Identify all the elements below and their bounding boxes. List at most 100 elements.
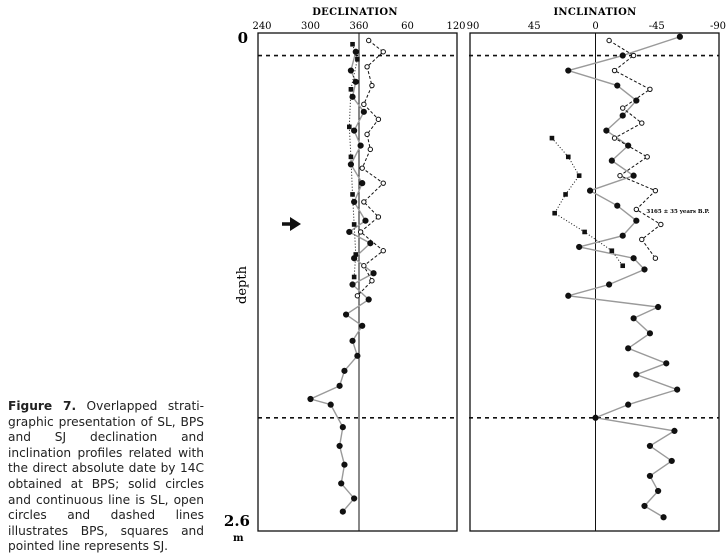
- declination-solid-point: [351, 495, 358, 502]
- inclination-frame: [469, 32, 720, 532]
- declination-tick-labels: 240 300 360 60 120: [252, 21, 465, 32]
- inclination-solid-point: [619, 112, 626, 119]
- declination-tick-label: 240: [252, 21, 271, 32]
- declination-open-point: [361, 101, 367, 108]
- inclination-open-point: [630, 52, 637, 59]
- declination-solid-point: [347, 161, 355, 168]
- declination-solid-point: [359, 322, 366, 329]
- declination-panel: DECLINATION 240 300 360 60 120: [252, 7, 466, 532]
- inclination-depth-markers: [469, 54, 719, 419]
- inclination-open-point: [644, 154, 650, 160]
- depth-tick-top: 0: [238, 29, 248, 47]
- inclination-square-point: [565, 154, 571, 160]
- inclination-tick-labels: 90 45 0 -45 -90: [467, 21, 726, 32]
- inclination-solid-point: [646, 330, 654, 337]
- inclination-solid-point: [676, 33, 683, 40]
- inclination-tick-label: 45: [528, 21, 541, 32]
- inclination-solid-point: [655, 487, 662, 495]
- declination-square-point: [355, 56, 360, 62]
- inclination-series: [549, 33, 683, 521]
- inclination-open-point: [652, 187, 659, 194]
- inclination-series-2-line: [551, 137, 624, 267]
- declination-open-point: [364, 64, 370, 70]
- declination-square-point: [353, 252, 359, 257]
- inclination-solid-point: [674, 386, 681, 393]
- declination-square-point: [348, 154, 354, 160]
- declination-solid-point: [365, 296, 372, 303]
- declination-solid-point: [338, 480, 345, 487]
- inclination-solid-point: [630, 172, 637, 179]
- inclination-solid-point: [646, 472, 654, 480]
- declination-open-point: [359, 165, 365, 171]
- inclination-square-point: [552, 210, 557, 216]
- declination-solid-point: [357, 142, 364, 149]
- inclination-solid-point: [614, 82, 621, 89]
- declination-open-point: [375, 214, 382, 220]
- declination-solid-point: [339, 508, 346, 515]
- caption-label: Figure 7.: [8, 399, 77, 413]
- inclination-solid-point: [603, 127, 610, 134]
- declination-open-point: [361, 199, 367, 205]
- declination-solid-point: [370, 270, 377, 277]
- inclination-solid-point: [565, 292, 572, 299]
- declination-square-point: [351, 222, 357, 227]
- declination-open-point: [364, 131, 370, 138]
- inclination-square-point: [563, 192, 568, 197]
- inclination-open-point: [633, 206, 640, 213]
- declination-title: DECLINATION: [312, 7, 398, 18]
- declination-solid-point: [336, 382, 343, 389]
- inclination-solid-point: [576, 243, 583, 251]
- date-annotation: 3165 ± 35 years B.P.: [646, 209, 709, 215]
- declination-square-point: [347, 124, 352, 130]
- declination-open-point: [361, 263, 367, 269]
- inclination-tick-label: -45: [649, 21, 665, 32]
- declination-tick-label: 360: [349, 21, 368, 32]
- depth-axis-label: depth: [235, 265, 250, 304]
- declination-solid-point: [352, 78, 359, 85]
- inclination-open-point: [647, 86, 653, 93]
- declination-open-point: [375, 116, 382, 123]
- declination-open-point: [357, 229, 364, 235]
- inclination-solid-point: [592, 414, 599, 421]
- declination-tick-label: 120: [446, 21, 465, 32]
- declination-solid-point: [354, 352, 361, 359]
- declination-solid-point: [362, 217, 369, 224]
- depth-axis: 0 2.6 m depth: [224, 29, 250, 544]
- declination-solid-point: [342, 311, 350, 318]
- inclination-solid-point: [663, 360, 670, 367]
- declination-tick-label: 60: [401, 21, 414, 32]
- inclination-square-point: [609, 248, 615, 254]
- inclination-square-point: [576, 173, 582, 178]
- figure-caption: Figure 7. Overlapped strati-graphic pres…: [8, 399, 204, 555]
- declination-solid-point: [360, 108, 367, 115]
- inclination-solid-point: [633, 97, 640, 104]
- inclination-panel: INCLINATION 90 45 0 -45 -90 3165 ± 35 years …: [467, 7, 726, 532]
- inclination-solid-point: [625, 345, 632, 352]
- inclination-tick-label: 0: [592, 21, 598, 32]
- inclination-solid-point: [586, 187, 594, 194]
- inclination-open-point: [639, 236, 645, 243]
- declination-depth-markers: [258, 54, 457, 419]
- inclination-solid-point: [641, 502, 648, 510]
- declination-square-point: [350, 192, 355, 197]
- inclination-tick-label: -90: [710, 21, 726, 32]
- inclination-open-point: [620, 105, 626, 111]
- inclination-solid-point: [630, 315, 637, 322]
- inclination-solid-point: [633, 371, 640, 378]
- inclination-solid-point: [565, 67, 572, 74]
- depth-unit: m: [233, 533, 244, 544]
- inclination-solid-point: [630, 255, 637, 262]
- inclination-open-point: [652, 255, 659, 261]
- declination-open-point: [369, 82, 375, 89]
- declination-solid-point: [336, 442, 343, 450]
- inclination-solid-point: [614, 202, 621, 209]
- date-arrow-icon: [282, 217, 301, 231]
- declination-solid-point: [339, 424, 346, 431]
- inclination-solid-point: [608, 157, 615, 164]
- caption-text: Overlapped strati-graphic presentation o…: [8, 399, 205, 554]
- inclination-open-point: [606, 37, 612, 44]
- declination-open-point: [367, 146, 374, 153]
- declination-solid-point: [346, 228, 353, 236]
- declination-solid-point: [359, 180, 366, 187]
